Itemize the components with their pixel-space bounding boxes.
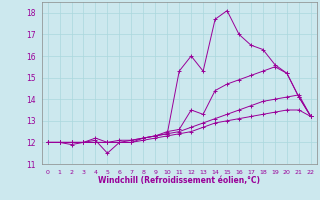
X-axis label: Windchill (Refroidissement éolien,°C): Windchill (Refroidissement éolien,°C) xyxy=(98,176,260,185)
